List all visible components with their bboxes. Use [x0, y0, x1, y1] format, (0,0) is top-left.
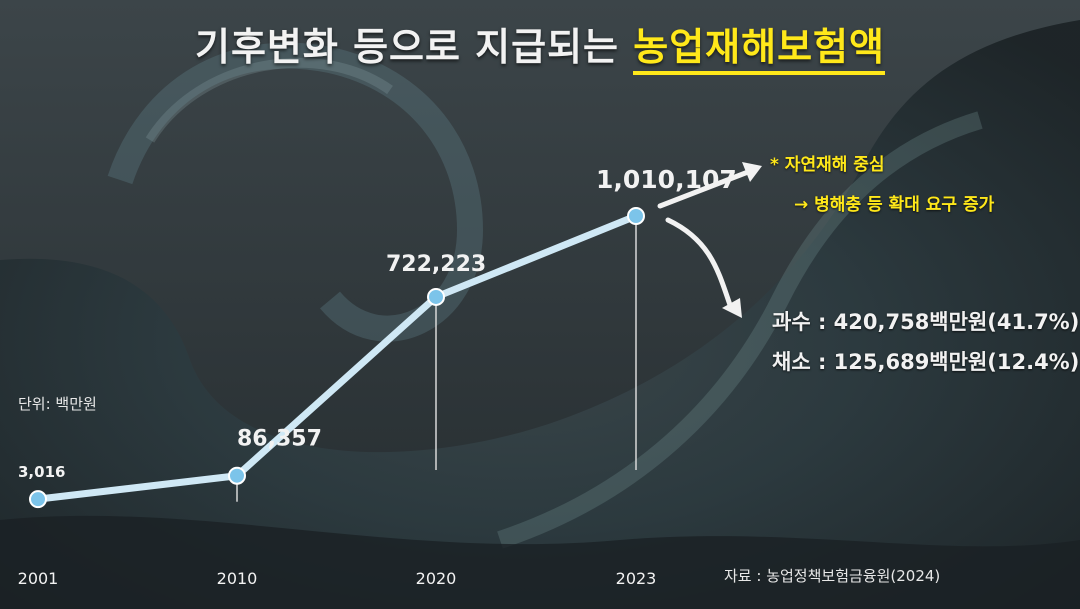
data-label-2001: 3,016 [18, 463, 65, 481]
x-tick-2020: 2020 [416, 569, 457, 588]
data-label-2020: 722,223 [386, 252, 486, 277]
source-label: 자료 : 농업정책보험금융원(2024) [724, 567, 941, 585]
data-point-2020 [427, 287, 445, 306]
note-pest-demand: → 병해충 등 확대 요구 증가 [794, 195, 995, 215]
note-vegetable: 채소 : 125,689백만원(12.4%) [772, 350, 1080, 374]
data-labels: 3,016 86,357 722,223 1,010,107 [18, 165, 737, 481]
vertical-guide-lines [236, 224, 637, 502]
x-tick-2001: 2001 [18, 569, 59, 588]
arrow-down-icon [665, 217, 733, 308]
data-label-2010: 86,357 [237, 427, 322, 452]
page-title: 기후변화 등으로 지급되는 농업재해보험액 [0, 16, 1080, 75]
data-point-2023 [627, 207, 645, 225]
arrows [657, 162, 762, 318]
arrow-up-icon [657, 169, 751, 209]
data-points [29, 207, 645, 509]
data-label-2023: 1,010,107 [596, 165, 737, 194]
title-highlight: 농업재해보험액 [633, 25, 885, 75]
series-line [34, 212, 640, 503]
arrow-up-head [742, 162, 762, 182]
data-point-2001 [29, 490, 47, 509]
arrow-down-head [722, 298, 742, 318]
title-main: 기후변화 등으로 지급되는 [195, 25, 634, 69]
data-point-2010 [228, 466, 246, 485]
unit-label: 단위: 백만원 [18, 395, 97, 413]
x-tick-labels: 2001 2010 2020 2023 [18, 569, 657, 588]
note-natural-disaster: * 자연재해 중심 [770, 155, 885, 175]
x-tick-2010: 2010 [217, 569, 258, 588]
x-tick-2023: 2023 [616, 569, 657, 588]
note-fruit: 과수 : 420,758백만원(41.7%) [772, 310, 1080, 334]
